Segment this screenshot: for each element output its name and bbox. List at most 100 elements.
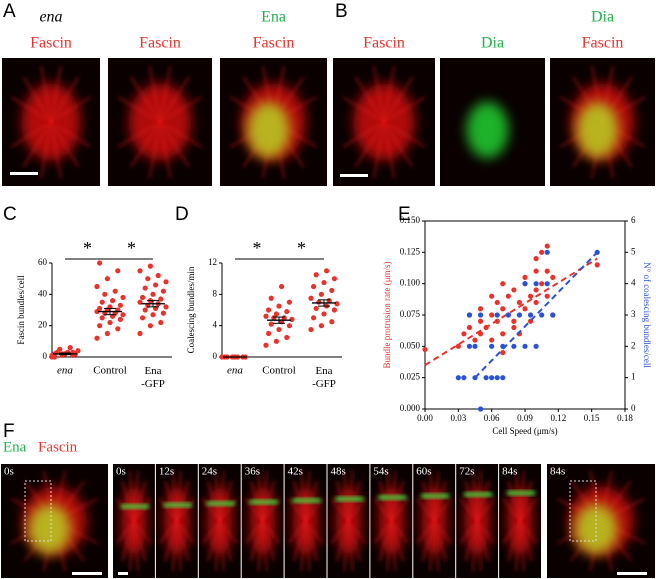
filament: [433, 520, 440, 572]
data-point: [544, 268, 550, 274]
x-tick-label: ena: [57, 365, 73, 377]
frame-label: 84s: [550, 466, 565, 478]
data-point: [318, 291, 324, 297]
data-point: [142, 307, 148, 313]
significance: *: [83, 238, 92, 258]
y2-tick-label: 1: [631, 372, 636, 382]
filament: [373, 520, 392, 544]
data-point: [334, 301, 340, 307]
filament: [476, 480, 490, 522]
data-point: [533, 299, 539, 306]
data-point: [466, 343, 473, 349]
filament: [129, 470, 135, 522]
data-point: [539, 249, 545, 255]
data-point: [494, 299, 500, 306]
y2-axis-label: N° of coalescing bundles/cell: [642, 262, 652, 368]
data-point: [163, 279, 169, 285]
data-point: [500, 281, 506, 287]
data-point: [115, 326, 121, 332]
filament: [507, 480, 521, 522]
scale-bar: [617, 572, 647, 575]
data-point: [533, 268, 539, 274]
y-tick-label: 4: [213, 320, 218, 330]
filament: [117, 96, 161, 123]
data-point: [324, 268, 330, 274]
x-tick-label: Ena -GFP: [312, 365, 336, 390]
data-point: [522, 281, 528, 287]
filament: [304, 470, 311, 522]
image-title: Fascin: [582, 35, 624, 52]
y-tick-label: 0.125: [400, 246, 421, 256]
data-point: [461, 375, 467, 381]
data-point: [97, 260, 103, 266]
filament: [261, 520, 276, 562]
filament: [22, 121, 52, 168]
filament: [354, 121, 385, 168]
filament: [262, 520, 281, 544]
x-tick-label: 0.15: [584, 413, 600, 423]
panel-label: B: [335, 1, 348, 22]
filament: [459, 498, 478, 522]
filament: [10, 121, 52, 148]
scale-bar: [10, 172, 38, 175]
legend-entry: Ena: [3, 439, 27, 455]
data-point: [533, 256, 539, 262]
data-point: [147, 323, 153, 329]
data-point: [455, 343, 461, 349]
filament: [159, 520, 178, 544]
filament: [342, 96, 385, 123]
data-point: [266, 330, 272, 337]
filament: [472, 520, 478, 572]
filament: [300, 520, 307, 572]
frame-label: 48s: [331, 466, 346, 478]
filament: [176, 520, 190, 562]
frame-label: 72s: [459, 466, 474, 478]
x-tick-label: 0.09: [517, 413, 533, 423]
filament: [515, 470, 521, 522]
filament: [464, 520, 478, 562]
image-title: Dia: [591, 9, 614, 26]
filament: [373, 498, 392, 522]
data-point: [120, 312, 126, 318]
data-point: [150, 312, 156, 318]
filament: [133, 520, 139, 572]
data-point: [544, 249, 550, 255]
filament: [129, 520, 135, 572]
filament: [22, 76, 52, 123]
filament: [347, 498, 367, 522]
filament: [293, 520, 307, 562]
filament: [214, 470, 221, 522]
image-title: ena: [39, 9, 62, 26]
data-point: [331, 307, 337, 313]
panel-label: E: [398, 204, 411, 225]
filament: [287, 520, 307, 544]
filament: [433, 520, 447, 562]
data-point: [104, 276, 110, 282]
data-point: [466, 312, 473, 318]
data-point: [263, 313, 269, 319]
filament: [176, 498, 195, 522]
filament: [116, 498, 135, 522]
data-point: [120, 294, 126, 301]
data-point: [321, 311, 327, 317]
filament: [50, 121, 80, 168]
y-tick-label: 0: [43, 351, 48, 361]
filament: [300, 470, 307, 522]
filament: [159, 498, 178, 522]
data-point: [500, 350, 506, 356]
filament: [257, 520, 264, 572]
data-point: [489, 375, 495, 381]
filament: [121, 480, 135, 522]
data-point: [117, 302, 123, 308]
filament: [245, 520, 264, 544]
data-point: [284, 334, 290, 341]
data-point: [67, 345, 73, 351]
filament: [304, 520, 311, 572]
data-point: [422, 346, 428, 353]
data-point: [158, 319, 164, 326]
frame-label: 42s: [288, 466, 303, 478]
filament: [176, 480, 190, 522]
data-point: [155, 272, 161, 279]
filament: [261, 520, 268, 572]
data-point: [160, 310, 166, 316]
